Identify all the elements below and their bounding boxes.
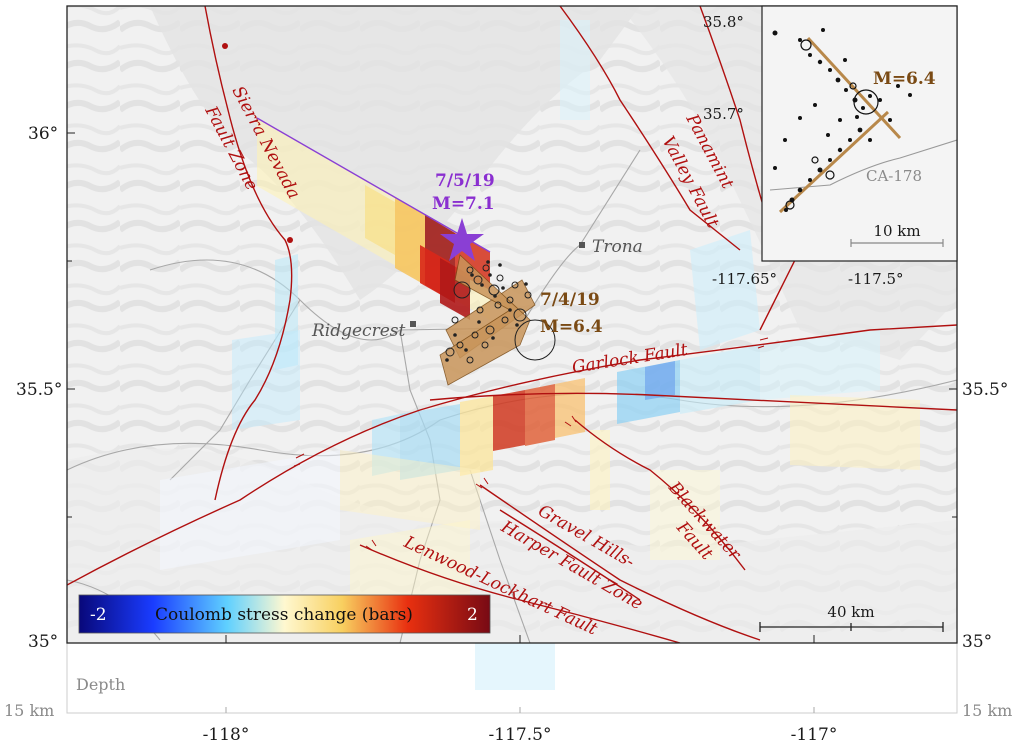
inset-lat-label-35.8: 35.8° — [703, 13, 744, 31]
lat-label-35: 35° — [28, 632, 58, 652]
inset-aftershocks — [772, 28, 912, 212]
colorbar-min-label: -2 — [90, 605, 107, 625]
mainshock-rupture-trace — [256, 117, 491, 253]
scalebar — [759, 622, 944, 632]
map-frame — [66, 5, 958, 644]
mainshock-date: 7/5/19 — [435, 171, 495, 191]
axis-ticks — [67, 132, 957, 643]
fault-point — [222, 43, 228, 49]
lat-label-right-35: 35° — [962, 632, 992, 652]
fault-slip-arrows — [293, 337, 769, 551]
fault-lines — [67, 6, 957, 643]
inset-map — [761, 5, 958, 262]
fault-point — [287, 237, 293, 243]
inset-lon-label-117.5: -117.5° — [848, 270, 904, 288]
inset-road — [769, 139, 957, 191]
mainshock-star-icon — [440, 218, 484, 261]
inset-road-label: CA-178 — [866, 167, 922, 185]
inset-aftershock-rings — [785, 39, 879, 210]
foreshock-rupture-plane — [439, 254, 531, 386]
lon-label-neg117.5: -117.5° — [489, 725, 552, 745]
trona-marker — [579, 242, 585, 248]
lon-label-neg118: -118° — [203, 725, 250, 745]
depth-ticks — [225, 707, 815, 713]
depth-stress-cell — [475, 643, 555, 690]
scalebar-label: 40 km — [827, 603, 874, 621]
colorbar-title: Coulomb stress change (bars) — [155, 605, 413, 625]
foreshock-date: 7/4/19 — [540, 290, 600, 310]
inset-frame — [761, 5, 958, 262]
inset-scalebar-label: 10 km — [873, 222, 920, 240]
depth-label-left: 15 km — [4, 701, 54, 720]
lat-label-35.5: 35.5° — [16, 380, 62, 400]
inset-lat-label-35.7: 35.7° — [703, 105, 744, 123]
inset-rupture-nw — [806, 36, 902, 140]
inset-scalebar — [850, 239, 944, 247]
lat-label-36: 36° — [28, 124, 58, 144]
inset-quake-label: M=6.4 — [873, 69, 936, 89]
depth-label-right: 15 km — [962, 701, 1012, 720]
ridgecrest-marker — [410, 321, 416, 327]
town-label-trona: Trona — [592, 237, 643, 257]
lat-label-right-35.5: 35.5° — [962, 380, 1008, 400]
inset-rupture-ne — [778, 110, 890, 214]
town-label-ridgecrest: Ridgecrest — [311, 321, 405, 341]
mountain-shading — [150, 6, 640, 300]
foreshock-magnitude: M=6.4 — [540, 317, 603, 337]
depth-panel-label: Depth — [76, 675, 125, 694]
aftershock-dots — [445, 260, 528, 362]
inset-lon-label-117.65: -117.65° — [712, 270, 777, 288]
colorbar-max-label: 2 — [467, 605, 478, 625]
mainshock-magnitude: M=7.1 — [432, 194, 495, 214]
lon-label-neg117: -117° — [791, 725, 838, 745]
colorbar — [78, 594, 491, 634]
